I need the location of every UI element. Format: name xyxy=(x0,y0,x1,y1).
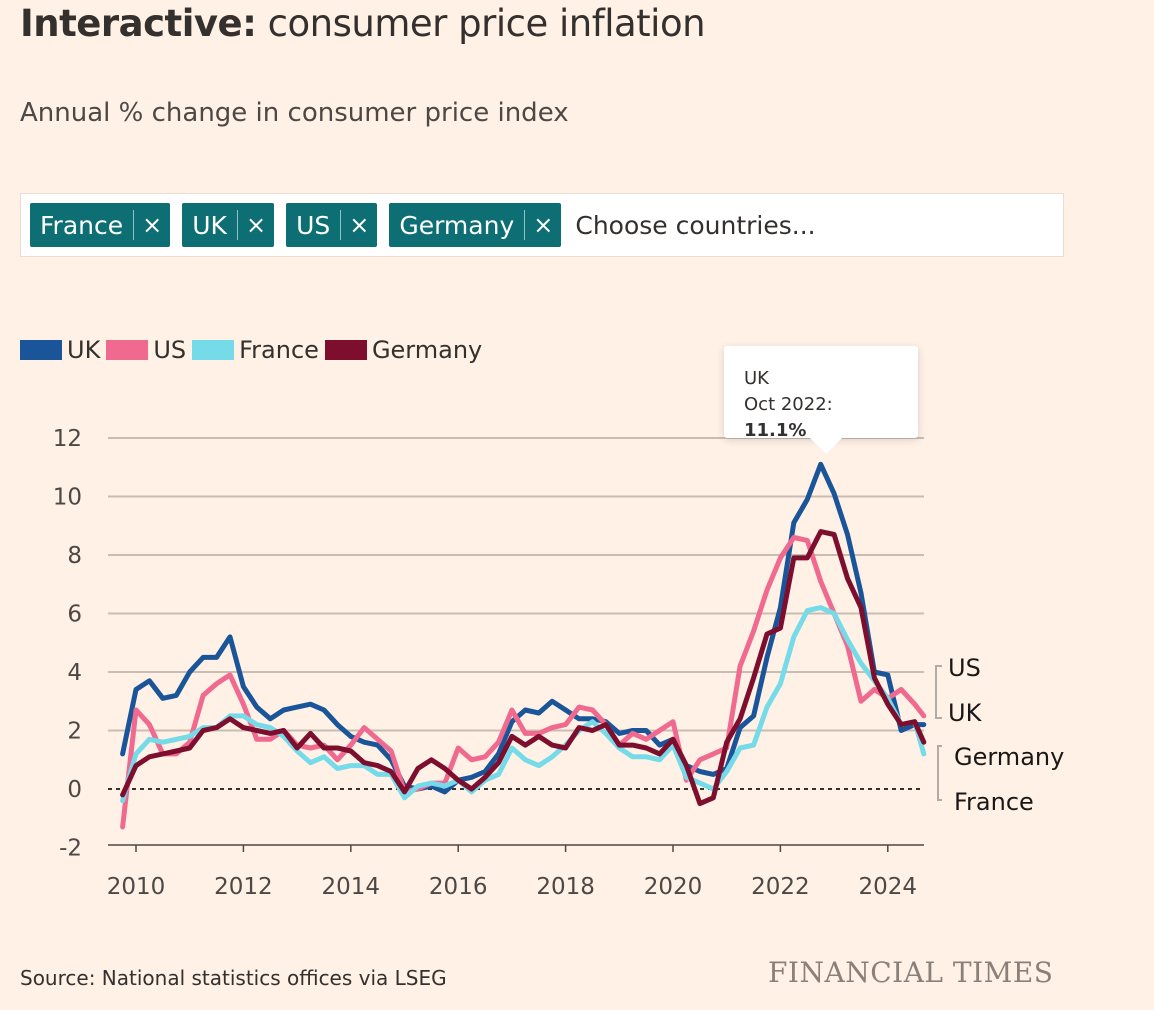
tooltip-series: UK xyxy=(744,368,769,389)
end-label-uk: UK xyxy=(948,699,983,727)
x-tick-label: 2022 xyxy=(751,874,810,900)
tag-france: France × xyxy=(30,203,171,247)
legend-item-uk: UK xyxy=(20,336,100,364)
y-tick-label: 2 xyxy=(67,719,82,745)
x-tick-label: 2014 xyxy=(322,874,381,900)
legend-label: France xyxy=(239,336,319,364)
title-rest: consumer price inflation xyxy=(256,2,706,45)
tag-us: US × xyxy=(286,203,378,247)
end-label-france: France xyxy=(954,788,1034,816)
end-label-us: US xyxy=(948,654,981,682)
legend-item-germany: Germany xyxy=(324,336,483,364)
legend-item-france: France xyxy=(192,336,319,364)
end-label-germany: Germany xyxy=(954,743,1064,771)
title-bold: Interactive: xyxy=(20,2,257,45)
source-note: Source: National statistics offices via … xyxy=(20,966,447,990)
series-line-uk xyxy=(120,461,927,795)
y-tick-label: 0 xyxy=(67,777,82,803)
legend-label: Germany xyxy=(371,336,483,364)
label-bracket xyxy=(937,745,942,801)
tooltip-value: 11.1% xyxy=(744,420,807,441)
tag-label: France xyxy=(40,210,124,240)
series-line-france xyxy=(120,605,927,804)
tooltip-date: Oct 2022: xyxy=(744,394,833,415)
y-tick-label: 6 xyxy=(67,602,82,628)
tooltip: UK Oct 2022: 11.1% xyxy=(724,346,918,454)
legend-swatch xyxy=(106,340,149,360)
legend-swatch xyxy=(20,340,62,360)
x-tick-label: 2018 xyxy=(536,874,595,900)
remove-icon[interactable]: × xyxy=(524,210,553,240)
x-tick-label: 2020 xyxy=(644,874,703,900)
legend: UK US France Germany xyxy=(20,336,488,364)
series-line-germany xyxy=(120,529,927,807)
ft-logo: FINANCIAL TIMES xyxy=(768,956,1054,989)
legend-swatch xyxy=(192,340,235,360)
x-tick-label: 2012 xyxy=(214,874,273,900)
y-tick-label: 8 xyxy=(67,543,82,569)
remove-icon[interactable]: × xyxy=(340,210,369,240)
tag-label: Germany xyxy=(399,210,515,240)
x-tick-label: 2010 xyxy=(107,874,166,900)
x-tick-label: 2016 xyxy=(429,874,488,900)
legend-label: US xyxy=(153,336,187,364)
page-title: Interactive: consumer price inflation xyxy=(20,2,706,45)
country-search-input[interactable]: Choose countries... xyxy=(575,210,816,240)
y-tick-label: 4 xyxy=(67,660,82,686)
tag-label: US xyxy=(296,210,331,240)
remove-icon[interactable]: × xyxy=(133,210,162,240)
label-bracket xyxy=(935,665,942,719)
subtitle: Annual % change in consumer price index xyxy=(20,98,569,128)
tag-label: UK xyxy=(192,210,227,240)
tag-germany: Germany × xyxy=(389,203,562,247)
series-line-us xyxy=(120,535,927,830)
legend-item-us: US xyxy=(106,336,186,364)
country-picker[interactable]: France × UK × US × Germany × Choose countrie… xyxy=(20,193,1064,257)
y-tick-label: -2 xyxy=(59,836,82,862)
legend-label: UK xyxy=(67,336,101,364)
x-tick-label: 2024 xyxy=(859,874,918,900)
remove-icon[interactable]: × xyxy=(236,210,266,240)
y-tick-label: 10 xyxy=(53,485,82,511)
tag-uk: UK × xyxy=(182,203,275,247)
legend-swatch xyxy=(324,340,367,360)
y-tick-label: 12 xyxy=(53,426,82,452)
tooltip-value-row: Oct 2022: 11.1% xyxy=(744,392,898,444)
